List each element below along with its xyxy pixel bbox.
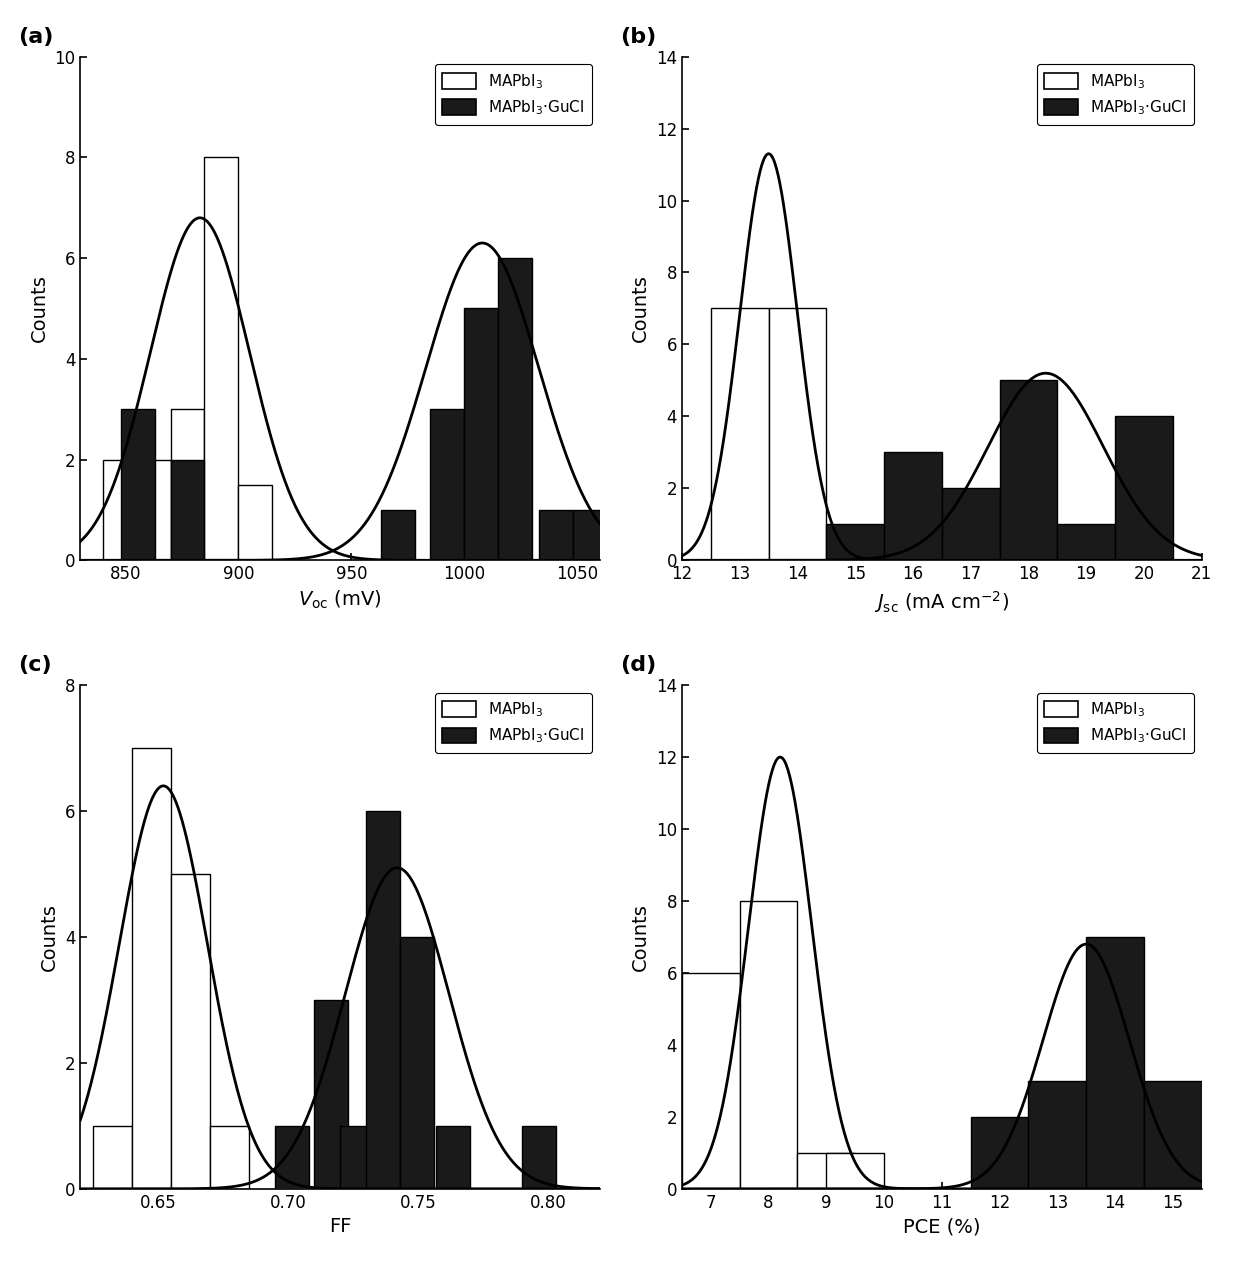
Bar — [522, 1126, 556, 1189]
Bar — [538, 509, 573, 560]
Bar — [999, 380, 1058, 560]
Bar — [171, 410, 205, 560]
Text: (b): (b) — [620, 27, 656, 47]
Bar — [573, 509, 606, 560]
Bar — [826, 1153, 884, 1189]
X-axis label: $V_{\mathrm{oc}}$ (mV): $V_{\mathrm{oc}}$ (mV) — [298, 589, 382, 611]
Bar — [133, 748, 171, 1189]
Bar — [171, 460, 205, 560]
Legend: MAPbI$_3$, MAPbI$_3$·GuCl: MAPbI$_3$, MAPbI$_3$·GuCl — [435, 693, 593, 753]
Bar — [314, 1000, 347, 1189]
Bar — [399, 937, 434, 1189]
Text: (d): (d) — [620, 655, 656, 675]
Bar — [1028, 1081, 1086, 1189]
Bar — [103, 460, 136, 560]
Bar — [740, 901, 797, 1189]
X-axis label: FF: FF — [329, 1217, 351, 1236]
Bar — [498, 258, 532, 560]
Bar — [93, 1126, 133, 1189]
Legend: MAPbI$_3$, MAPbI$_3$·GuCl: MAPbI$_3$, MAPbI$_3$·GuCl — [435, 64, 593, 125]
X-axis label: PCE (%): PCE (%) — [903, 1217, 981, 1236]
Text: (c): (c) — [17, 655, 52, 675]
X-axis label: $J_{\mathrm{sc}}$ (mA cm$^{-2}$): $J_{\mathrm{sc}}$ (mA cm$^{-2}$) — [874, 589, 1009, 614]
Bar — [711, 308, 769, 560]
Bar — [884, 453, 942, 560]
Bar — [1115, 416, 1173, 560]
Y-axis label: Counts: Counts — [631, 902, 650, 971]
Bar — [340, 1126, 373, 1189]
Bar — [1143, 1081, 1202, 1189]
Y-axis label: Counts: Counts — [40, 902, 60, 971]
Bar — [1058, 525, 1115, 560]
Bar — [436, 1126, 470, 1189]
Y-axis label: Counts: Counts — [631, 274, 650, 343]
Bar — [942, 488, 999, 560]
Text: (a): (a) — [17, 27, 53, 47]
Legend: MAPbI$_3$, MAPbI$_3$·GuCl: MAPbI$_3$, MAPbI$_3$·GuCl — [1037, 64, 1194, 125]
Bar — [136, 460, 171, 560]
Bar — [430, 410, 464, 560]
Bar — [238, 485, 273, 560]
Bar — [769, 308, 826, 560]
Legend: MAPbI$_3$, MAPbI$_3$·GuCl: MAPbI$_3$, MAPbI$_3$·GuCl — [1037, 693, 1194, 753]
Y-axis label: Counts: Counts — [30, 274, 48, 343]
Bar — [1086, 937, 1143, 1189]
Bar — [826, 525, 884, 560]
Bar — [971, 1117, 1028, 1189]
Bar — [682, 973, 740, 1189]
Bar — [210, 1126, 249, 1189]
Bar — [275, 1126, 309, 1189]
Bar — [381, 509, 414, 560]
Bar — [205, 157, 238, 560]
Bar — [797, 1153, 856, 1189]
Bar — [464, 308, 498, 560]
Bar — [120, 410, 155, 560]
Bar — [171, 873, 210, 1189]
Bar — [366, 811, 399, 1189]
